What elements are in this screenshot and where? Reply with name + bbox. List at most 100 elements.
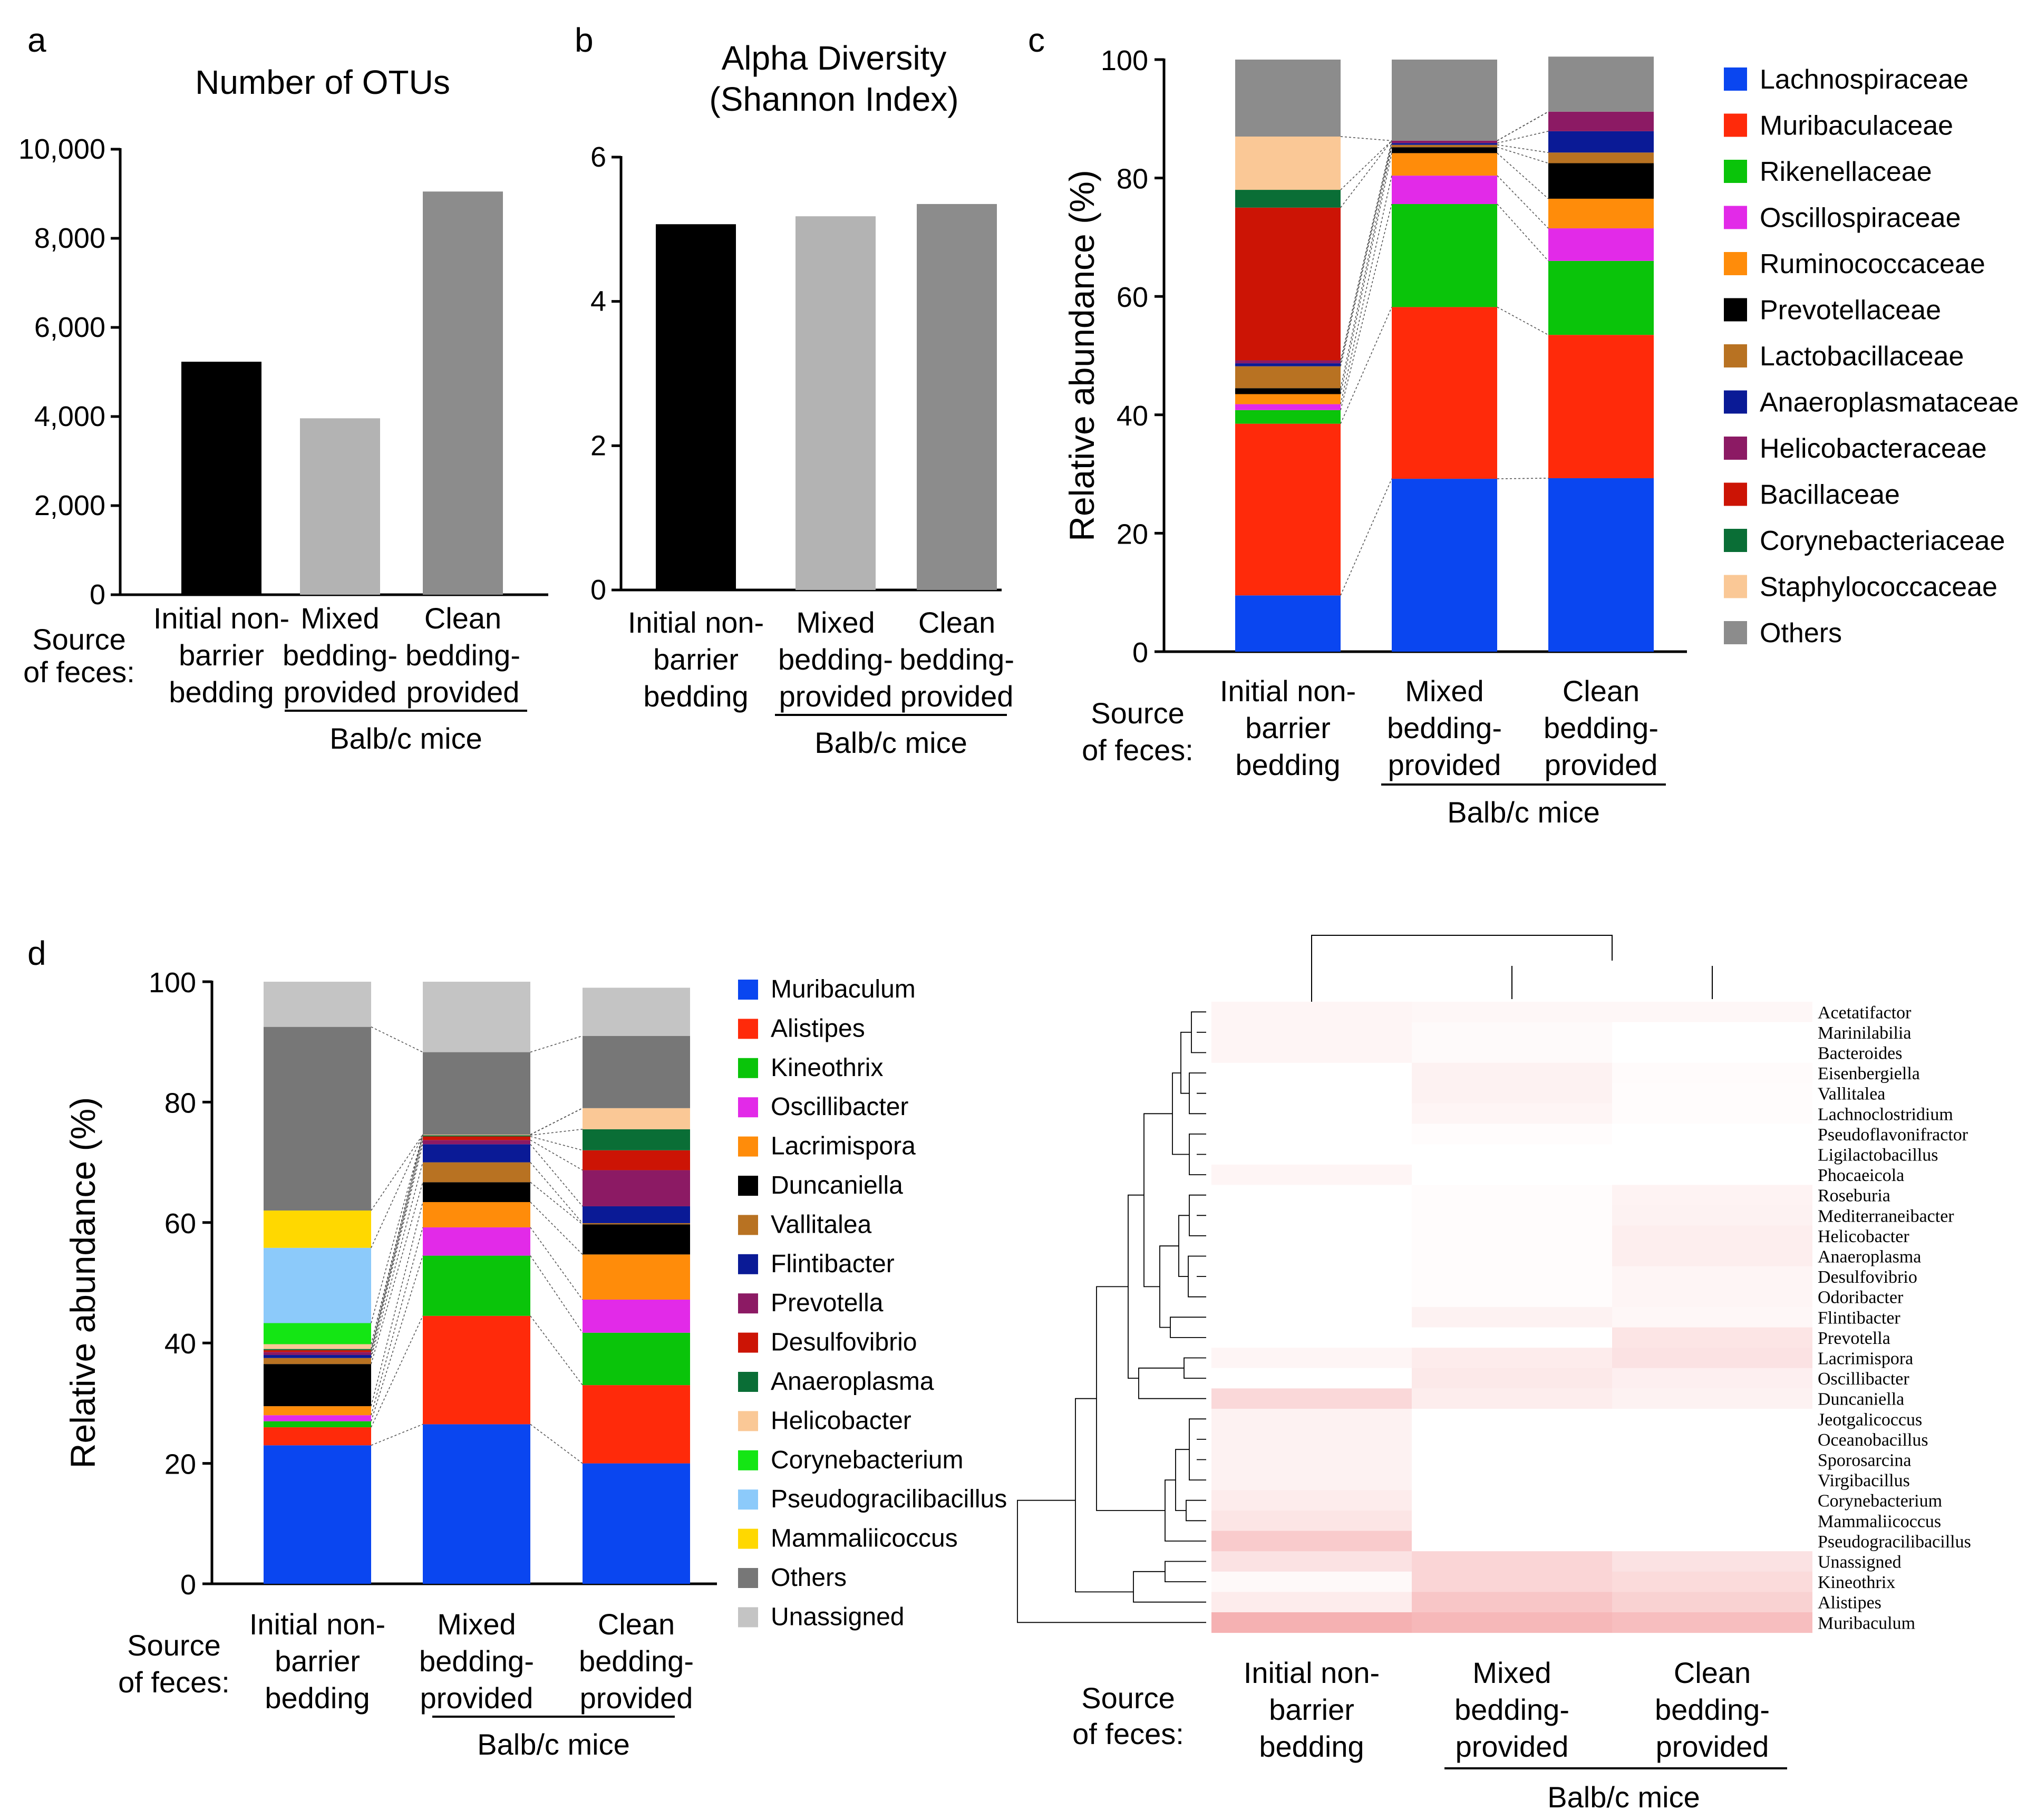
stacked-segment — [1235, 190, 1341, 208]
heatmap-cell — [1612, 1327, 1812, 1348]
legend-swatch — [738, 1019, 758, 1039]
legend-label: Muribaculum — [771, 975, 916, 1003]
heatmap-cell — [1412, 1144, 1612, 1165]
category-label: barrier — [1245, 711, 1331, 744]
group-label: Balb/c mice — [477, 1728, 629, 1761]
bar — [300, 418, 380, 595]
category-label: Initial non- — [1220, 674, 1356, 708]
legend-swatch — [738, 1097, 758, 1118]
heatmap-row-label: Phocaeicola — [1818, 1166, 1904, 1185]
connector-line — [371, 1134, 423, 1344]
legend-swatch — [738, 1568, 758, 1588]
heatmap-row-label: Lachnoclostridium — [1818, 1105, 1953, 1124]
column-label: Initial non- — [1244, 1656, 1380, 1689]
heatmap-cell — [1211, 1409, 1412, 1430]
category-label: Initial non- — [153, 602, 289, 635]
heatmap-row-label: Pseudoflavonifractor — [1818, 1125, 1968, 1145]
connector-line — [530, 1139, 583, 1171]
connector-line — [1497, 131, 1549, 144]
legend-label: Alistipes — [771, 1014, 865, 1042]
connector-line — [1340, 307, 1392, 424]
stacked-segment — [583, 1224, 690, 1255]
source-label: Source — [1081, 1681, 1175, 1715]
connector-line — [1497, 147, 1549, 164]
heatmap-cell — [1612, 1511, 1812, 1532]
heatmap-cell — [1412, 1469, 1612, 1490]
legend-label: Anaeroplasma — [771, 1368, 934, 1396]
heatmap-cell — [1211, 1612, 1412, 1633]
heatmap-row-label: Roseburia — [1818, 1186, 1890, 1206]
heatmap-cell — [1211, 1511, 1412, 1532]
connector-line — [530, 1108, 583, 1135]
heatmap-row-label: Duncaniella — [1818, 1390, 1904, 1409]
connector-line — [1340, 136, 1392, 141]
group-label: Balb/c mice — [814, 726, 967, 759]
heatmap-cell — [1412, 1429, 1612, 1450]
stacked-segment — [1235, 363, 1341, 366]
legend-label: Mammaliicoccus — [771, 1525, 958, 1553]
category-label: Initial non- — [628, 606, 764, 639]
legend-swatch — [1724, 206, 1747, 229]
category-label: bedding- — [419, 1644, 534, 1678]
stacked-segment — [583, 1254, 690, 1300]
legend-label: Lacrimispora — [771, 1132, 916, 1160]
column-label: Clean — [1674, 1656, 1751, 1689]
y-tick-label: 8,000 — [34, 222, 105, 254]
heatmap-cell — [1612, 1225, 1812, 1246]
column-label: bedding- — [1454, 1693, 1569, 1726]
heatmap-cell — [1412, 1002, 1612, 1023]
y-tick-label: 2 — [590, 430, 606, 461]
heatmap-row-label: Mediterraneibacter — [1818, 1206, 1954, 1226]
heatmap-row-label: Acetatifactor — [1818, 1003, 1912, 1022]
source-label: of feces: — [1072, 1717, 1184, 1750]
heatmap-row-label: Virgibacillus — [1818, 1471, 1910, 1490]
stacked-segment — [583, 1385, 690, 1464]
heatmap-cell — [1211, 1368, 1412, 1389]
category-label: Clean — [918, 606, 995, 639]
heatmap-chart: AcetatifactorMarinilabiliaBacteroidesEis… — [1017, 935, 1971, 1814]
heatmap-cell — [1211, 1286, 1412, 1308]
heatmap-cell — [1211, 1429, 1412, 1450]
heatmap-row-label: Anaeroplasma — [1818, 1247, 1921, 1267]
heatmap-cell — [1211, 1124, 1412, 1145]
connector-line — [1340, 153, 1392, 394]
legend-label: Lactobacillaceae — [1760, 341, 1964, 372]
chart-title: (Shannon Index) — [709, 80, 958, 118]
row-dendrogram — [1138, 1367, 1197, 1399]
legend-swatch — [738, 1607, 758, 1628]
heatmap-cell — [1412, 1449, 1612, 1470]
panel-d-letter: d — [27, 934, 46, 972]
stacked-segment — [1392, 60, 1497, 141]
stacked-segment — [423, 982, 530, 1052]
y-tick-label: 0 — [90, 579, 105, 611]
heatmap-cell — [1412, 1592, 1612, 1613]
heatmap-cell — [1412, 1551, 1612, 1572]
row-dendrogram — [1175, 1449, 1189, 1511]
heatmap-cell — [1612, 1490, 1812, 1511]
connector-line — [1340, 140, 1392, 190]
connector-line — [1497, 478, 1549, 479]
legend-label: Muribaculaceae — [1760, 111, 1953, 141]
heatmap-row-label: Prevotella — [1818, 1329, 1890, 1348]
legend-label: Helicobacteraceae — [1760, 433, 1987, 464]
heatmap-cell — [1612, 1571, 1812, 1592]
row-dendrogram — [1189, 1134, 1197, 1175]
connector-line — [1497, 306, 1549, 335]
category-label: bedding- — [405, 638, 520, 672]
stacked-segment — [264, 1415, 371, 1421]
stacked-segment — [423, 1140, 530, 1145]
stacked-segment — [423, 1424, 530, 1584]
column-label: Mixed — [1472, 1656, 1551, 1689]
heatmap-cell — [1412, 1205, 1612, 1226]
legend-label: Prevotella — [771, 1289, 884, 1317]
stacked-segment — [1235, 360, 1341, 364]
row-dendrogram — [1186, 1499, 1197, 1522]
stacked-segment — [264, 1352, 371, 1356]
stacked-segment — [1392, 479, 1497, 652]
heatmap-cell — [1211, 1205, 1412, 1226]
y-tick-label: 40 — [164, 1328, 196, 1360]
heatmap-row-label: Marinilabilia — [1818, 1023, 1912, 1043]
stacked-segment — [1392, 143, 1497, 145]
stacked-segment — [264, 982, 371, 1027]
stacked-segment — [1392, 147, 1497, 153]
